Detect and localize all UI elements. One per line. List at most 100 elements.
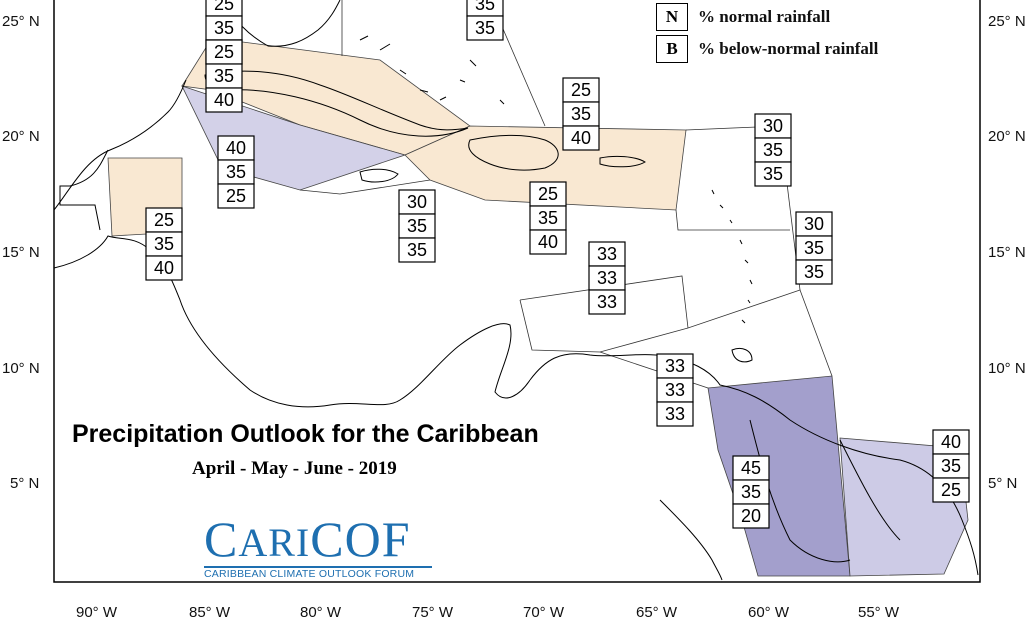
- logo-wordmark: CARICOF: [204, 511, 411, 567]
- lat-label-25-right: 25° N: [988, 13, 1026, 30]
- prob-box-jamaica: 30 35 35: [398, 189, 436, 263]
- prob-value: 40: [226, 138, 246, 158]
- prob-cell: [656, 377, 694, 403]
- prob-cell: [145, 255, 183, 281]
- prob-value: 33: [665, 404, 685, 424]
- prob-value: 35: [571, 104, 591, 124]
- hispaniola-island: [468, 134, 559, 171]
- prob-value: 35: [214, 18, 234, 38]
- map-subtitle: April - May - June - 2019: [192, 458, 397, 479]
- prob-cell: [932, 477, 970, 503]
- prob-value: 40: [538, 232, 558, 252]
- prob-cell: [754, 113, 792, 139]
- prob-value: 30: [804, 214, 824, 234]
- prob-box-guyana: 45 35 20: [732, 455, 770, 529]
- logo-subtitle: CARIBBEAN CLIMATE OUTLOOK FORUM: [204, 568, 415, 580]
- prob-value: 35: [741, 482, 761, 502]
- prob-value: 35: [226, 162, 246, 182]
- prob-value: 35: [763, 164, 783, 184]
- prob-cell: [656, 353, 694, 379]
- lon-label-80: 80° W: [300, 604, 342, 621]
- prob-cell: [732, 503, 770, 529]
- yucatan-coast: [59, 149, 109, 231]
- legend-key-normal: N: [656, 3, 688, 31]
- prob-cell: [932, 429, 970, 455]
- prob-cell: [562, 125, 600, 151]
- prob-cell: [217, 135, 255, 161]
- prob-cell: [588, 289, 626, 315]
- prob-value: 35: [407, 240, 427, 260]
- prob-value: 25: [154, 210, 174, 230]
- prob-cell: [205, 87, 243, 113]
- prob-value: 35: [407, 216, 427, 236]
- prob-value: 35: [154, 234, 174, 254]
- lon-labels: 90° W 85° W 80° W 75° W 70° W 65° W 60° …: [76, 604, 900, 621]
- legend-key-below: B: [656, 35, 688, 63]
- lon-label-70: 70° W: [523, 604, 565, 621]
- lat-label-15-right: 15° N: [988, 244, 1026, 261]
- bahamas-isles: [359, 35, 505, 105]
- prob-box-leeward-islands: 30 35 35: [754, 113, 792, 187]
- prob-value: 35: [214, 66, 234, 86]
- prob-cell: [217, 183, 255, 209]
- prob-box-hispaniola-north: 25 35 40: [562, 77, 600, 151]
- legend-label-normal: % normal rainfall: [698, 7, 831, 26]
- prob-value: 30: [763, 116, 783, 136]
- prob-cell: [562, 101, 600, 127]
- prob-cell: [145, 207, 183, 233]
- prob-value: 40: [154, 258, 174, 278]
- prob-box-hispaniola-south: 25 35 40: [529, 181, 567, 255]
- prob-cell: [529, 229, 567, 255]
- prob-box-trinidad: 33 33 33: [656, 353, 694, 427]
- prob-value: 45: [741, 458, 761, 478]
- prob-value: 25: [226, 186, 246, 206]
- prob-value: 33: [665, 380, 685, 400]
- prob-value: 35: [475, 18, 495, 38]
- prob-value: 20: [741, 506, 761, 526]
- prob-value: 33: [597, 292, 617, 312]
- lat-label-20-right: 20° N: [988, 128, 1026, 145]
- prob-value: 40: [941, 432, 961, 452]
- trinidad-island: [731, 347, 753, 363]
- mexico-coast: [53, 79, 531, 408]
- lat-label-15-left: 15° N: [2, 244, 40, 261]
- lat-label-10-right: 10° N: [988, 360, 1026, 377]
- prob-value: 25: [571, 80, 591, 100]
- prob-value: 33: [597, 244, 617, 264]
- logo-rule: [204, 566, 432, 568]
- prob-cell: [795, 259, 833, 285]
- lon-label-90: 90° W: [76, 604, 118, 621]
- prob-cell: [754, 137, 792, 163]
- prob-cell: [398, 189, 436, 215]
- lon-label-55: 55° W: [858, 604, 900, 621]
- prob-value: 35: [804, 238, 824, 258]
- prob-value: 35: [475, 0, 495, 14]
- prob-value: 40: [571, 128, 591, 148]
- prob-cell: [529, 205, 567, 231]
- lon-label-85: 85° W: [189, 604, 231, 621]
- lat-label-25-left: 25° N: [2, 13, 40, 30]
- prob-value: 30: [407, 192, 427, 212]
- lon-label-60: 60° W: [748, 604, 790, 621]
- prob-box-cuba: 25 35 40: [205, 39, 243, 113]
- prob-cell: [217, 159, 255, 185]
- prob-value: 25: [941, 480, 961, 500]
- prob-cell: [466, 15, 504, 41]
- prob-value: 25: [538, 184, 558, 204]
- prob-box-suriname-french-guiana: 40 35 25: [932, 429, 970, 503]
- prob-value: 25: [214, 0, 234, 14]
- prob-cell: [754, 161, 792, 187]
- legend-label-below: % below-normal rainfall: [698, 39, 879, 58]
- prob-cell: [205, 63, 243, 89]
- lesser-antilles: [711, 189, 753, 324]
- prob-value: 25: [214, 42, 234, 62]
- lon-label-65: 65° W: [636, 604, 678, 621]
- prob-value: 33: [665, 356, 685, 376]
- lat-label-20-left: 20° N: [2, 128, 40, 145]
- guyana-interior: [749, 419, 901, 563]
- prob-cell: [205, 39, 243, 65]
- puerto-rico-island: [599, 155, 646, 168]
- lat-label-10-left: 10° N: [2, 360, 40, 377]
- prob-cell: [656, 401, 694, 427]
